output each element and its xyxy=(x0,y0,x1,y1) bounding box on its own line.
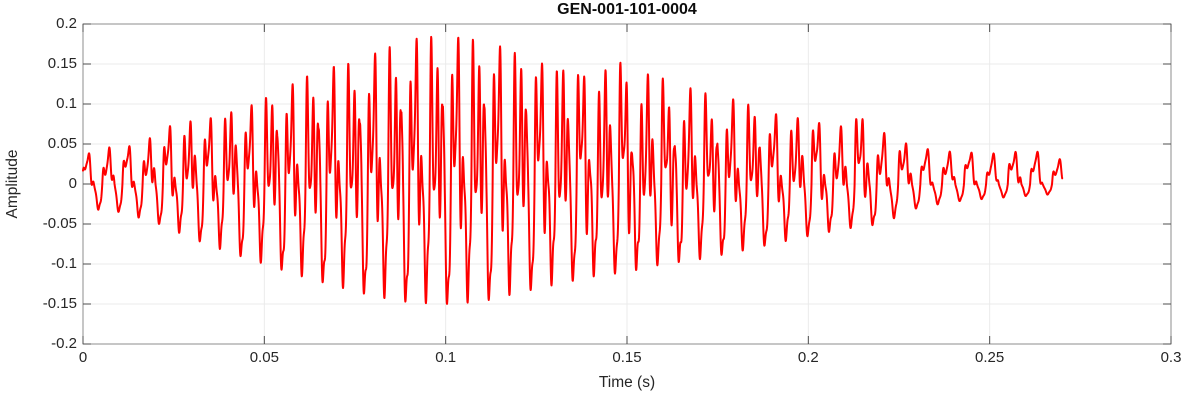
x-tick-label: 0.25 xyxy=(975,349,1005,366)
y-tick-label: 0.2 xyxy=(56,15,77,32)
x-axis-label: Time (s) xyxy=(598,374,656,391)
y-tick-label: -0.2 xyxy=(51,335,77,352)
y-tick-label: 0.15 xyxy=(47,55,77,72)
x-tick-label: 0.3 xyxy=(1160,349,1182,366)
y-tick-label: -0.15 xyxy=(42,295,77,312)
y-tick-label: 0.1 xyxy=(56,95,77,112)
x-tick-label: 0.2 xyxy=(797,349,819,366)
y-tick-label: 0 xyxy=(68,175,77,192)
y-tick-label: -0.05 xyxy=(42,215,77,232)
x-tick-label: 0.05 xyxy=(249,349,279,366)
x-tick-label: 0.15 xyxy=(612,349,642,366)
x-tick-label: 0.1 xyxy=(435,349,457,366)
y-tick-label: 0.05 xyxy=(47,135,77,152)
x-tick-label: 0 xyxy=(78,349,88,366)
chart-title: GEN-001-101-0004 xyxy=(557,1,697,18)
y-tick-label: -0.1 xyxy=(51,255,77,272)
